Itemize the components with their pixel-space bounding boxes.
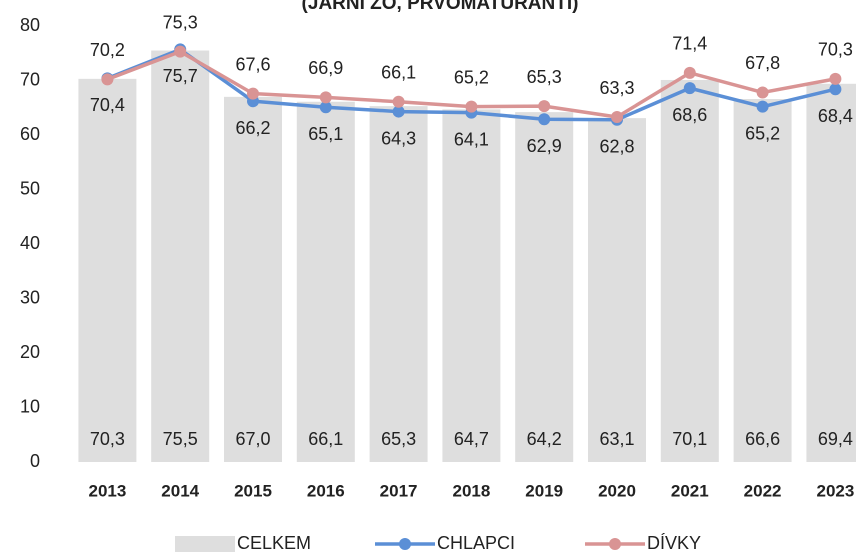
- legend-label: CELKEM: [237, 533, 311, 552]
- line-value-label: 65,1: [308, 124, 343, 144]
- line-value-label: 68,6: [672, 105, 707, 125]
- bar: [369, 106, 428, 463]
- line-value-label: 63,3: [599, 78, 634, 98]
- y-tick-label: 40: [20, 233, 40, 253]
- line-value-label: 70,2: [90, 40, 125, 60]
- line-value-label: 64,1: [454, 129, 489, 149]
- x-tick-label: 2013: [88, 481, 126, 500]
- bar: [296, 101, 355, 462]
- bar-value-label: 64,2: [527, 429, 562, 449]
- y-tick-label: 50: [20, 178, 40, 198]
- marker: [101, 73, 114, 86]
- legend-label: DÍVKY: [647, 533, 701, 552]
- line-value-label: 66,2: [235, 118, 270, 138]
- line-value-label: 66,1: [381, 63, 416, 83]
- marker: [756, 100, 769, 113]
- marker: [247, 87, 259, 100]
- bar: [151, 50, 210, 463]
- marker: [683, 82, 696, 95]
- marker: [392, 105, 405, 118]
- bar-value-label: 65,3: [381, 429, 416, 449]
- line-value-label: 75,3: [163, 12, 198, 32]
- bar-value-label: 66,6: [745, 429, 780, 449]
- line-value-label: 62,9: [527, 136, 562, 156]
- marker: [538, 113, 551, 126]
- legend-swatch: [175, 536, 235, 552]
- x-tick-label: 2022: [744, 481, 782, 500]
- marker: [829, 83, 842, 96]
- bar: [442, 109, 501, 462]
- line-value-label: 70,3: [818, 40, 853, 60]
- x-tick-label: 2016: [307, 481, 345, 500]
- bar-value-label: 64,7: [454, 429, 489, 449]
- marker: [392, 95, 405, 108]
- x-tick-label: 2017: [380, 481, 418, 500]
- bar-value-label: 69,4: [818, 429, 853, 449]
- bar-value-label: 63,1: [599, 429, 634, 449]
- chart-title: (JARNÍ ZO, PRVOMATURANTI): [302, 0, 579, 14]
- marker: [465, 100, 478, 113]
- y-tick-label: 80: [20, 15, 40, 35]
- bar: [806, 83, 856, 463]
- line-value-label: 68,4: [818, 106, 853, 126]
- y-tick-label: 20: [20, 342, 40, 362]
- line-value-label: 71,4: [672, 34, 707, 54]
- bar-value-label: 75,5: [163, 429, 198, 449]
- marker: [319, 101, 332, 114]
- line-value-label: 64,3: [381, 128, 416, 148]
- marker: [756, 86, 769, 99]
- x-tick-label: 2018: [452, 481, 490, 500]
- y-tick-label: 60: [20, 124, 40, 144]
- bar: [660, 79, 719, 462]
- y-tick-label: 70: [20, 69, 40, 89]
- bar-value-label: 70,3: [90, 429, 125, 449]
- bar-value-label: 70,1: [672, 429, 707, 449]
- legend-label: CHLAPCI: [437, 533, 515, 552]
- x-tick-label: 2019: [525, 481, 563, 500]
- y-tick-label: 10: [20, 396, 40, 416]
- x-tick-label: 2014: [161, 481, 199, 500]
- x-tick-label: 2020: [598, 481, 636, 500]
- line-value-label: 62,8: [599, 136, 634, 156]
- bar: [78, 78, 137, 463]
- bar: [515, 112, 574, 463]
- x-tick-label: 2015: [234, 481, 272, 500]
- line-value-label: 66,9: [308, 58, 343, 78]
- marker: [174, 45, 187, 58]
- legend-swatch: [609, 538, 621, 550]
- bar-value-label: 67,0: [235, 429, 270, 449]
- marker: [611, 111, 623, 124]
- line-value-label: 65,3: [527, 67, 562, 87]
- legend-swatch: [399, 538, 411, 550]
- line-value-label: 70,4: [90, 95, 125, 115]
- line-value-label: 67,6: [235, 54, 270, 74]
- marker: [683, 66, 696, 79]
- y-tick-label: 30: [20, 287, 40, 307]
- marker: [829, 72, 842, 85]
- bar: [588, 118, 646, 462]
- line-value-label: 75,7: [163, 66, 198, 86]
- marker: [319, 91, 332, 104]
- line-value-label: 65,2: [454, 67, 489, 87]
- x-tick-label: 2023: [816, 481, 854, 500]
- bar: [224, 96, 282, 462]
- line-value-label: 65,2: [745, 123, 780, 143]
- bar: [733, 99, 792, 462]
- marker: [538, 100, 551, 113]
- y-tick-label: 0: [30, 451, 40, 471]
- line-value-label: 67,8: [745, 53, 780, 73]
- bar-value-label: 66,1: [308, 429, 343, 449]
- x-tick-label: 2021: [671, 481, 709, 500]
